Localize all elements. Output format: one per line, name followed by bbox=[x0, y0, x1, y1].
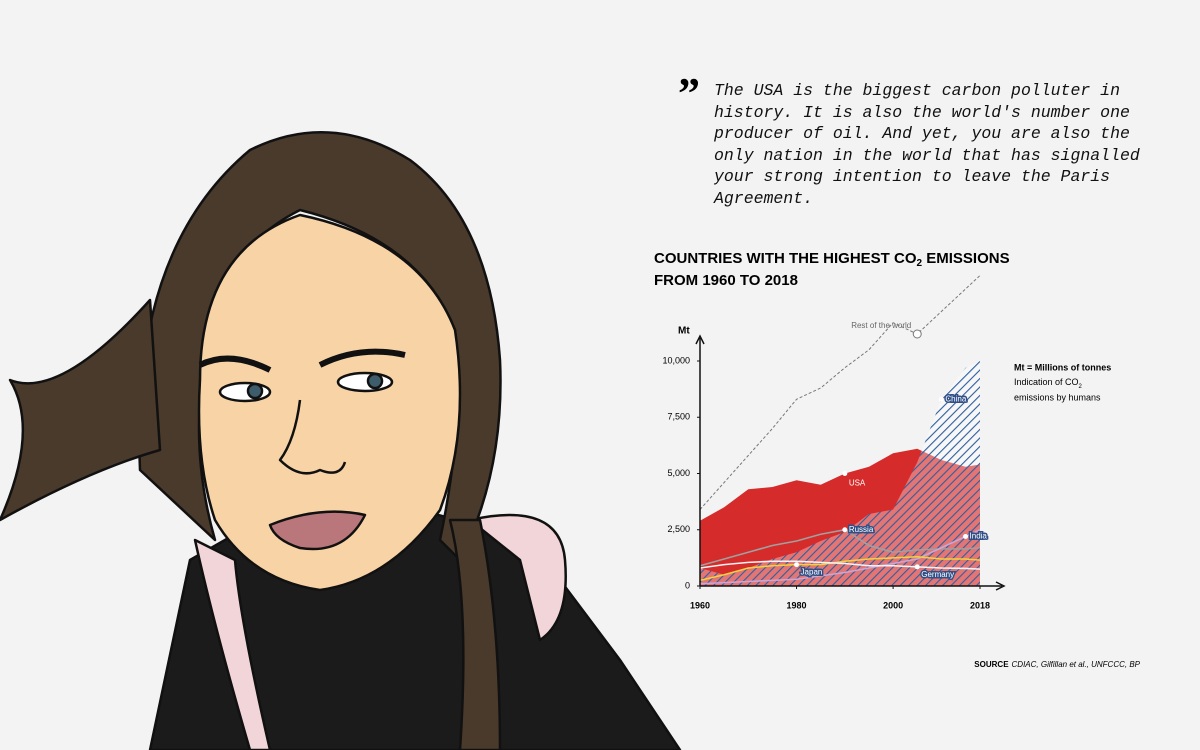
line bbox=[699, 529, 981, 585]
quote-mark: ” bbox=[678, 69, 700, 118]
series-label: India bbox=[970, 532, 988, 541]
chart-title: COUNTRIES WITH THE HIGHEST CO2 EMISSIONS bbox=[654, 250, 1010, 269]
x-tick-label: 1960 bbox=[690, 600, 710, 610]
series-label: Rest of the world bbox=[851, 321, 911, 330]
x-tick-label: 1980 bbox=[787, 600, 807, 610]
portrait bbox=[0, 130, 682, 750]
axis-arrow bbox=[995, 581, 1006, 591]
quote-line: Agreement. bbox=[714, 188, 814, 208]
plot bbox=[699, 275, 981, 586]
line bbox=[699, 275, 981, 510]
series-label: Japan bbox=[801, 568, 823, 577]
label-marker bbox=[914, 564, 920, 570]
note: Indication of CO2 bbox=[1014, 377, 1083, 389]
y-tick-label: 7,500 bbox=[667, 412, 690, 422]
y-axis-label: Mt bbox=[678, 326, 690, 337]
line bbox=[699, 555, 981, 582]
y-tick-label: 0 bbox=[685, 580, 690, 590]
x-tick-label: 2000 bbox=[883, 600, 903, 610]
label-marker bbox=[938, 396, 944, 402]
quote-line: The USA is the biggest carbon polluter i… bbox=[714, 81, 1120, 100]
y-tick-label: 5,000 bbox=[667, 468, 690, 478]
label-marker bbox=[912, 329, 922, 339]
label-marker bbox=[842, 527, 848, 533]
x-tick-label: 2018 bbox=[970, 600, 990, 610]
series-label: Russia bbox=[849, 525, 874, 534]
series-label: USA bbox=[849, 479, 866, 488]
source: SOURCE CDIAC, Gilfillan et al., UNFCCC, B… bbox=[974, 660, 1140, 669]
note: emissions by humans bbox=[1014, 392, 1101, 402]
label-marker bbox=[794, 562, 800, 568]
series-label: China bbox=[945, 394, 966, 403]
axis-arrow bbox=[695, 334, 705, 345]
quote-line: your strong intention to leave the Paris bbox=[714, 167, 1111, 186]
label-marker bbox=[842, 471, 848, 476]
series-label: Germany bbox=[921, 570, 954, 579]
line bbox=[699, 560, 981, 570]
quote: The USA is the biggest carbon polluter i… bbox=[714, 80, 1140, 209]
area bbox=[700, 361, 980, 586]
quote-line: history. It is also the world's number o… bbox=[714, 102, 1130, 122]
y-tick-label: 10,000 bbox=[662, 355, 690, 365]
quote-line: producer of oil. And yet, you are also t… bbox=[714, 124, 1130, 143]
quote-line: only nation in the world that has signal… bbox=[714, 145, 1140, 165]
note: Mt = Millions of tonnes bbox=[1014, 362, 1111, 372]
label-marker bbox=[963, 534, 969, 539]
y-tick-label: 2,500 bbox=[667, 524, 690, 534]
chart-title: FROM 1960 TO 2018 bbox=[654, 272, 798, 289]
